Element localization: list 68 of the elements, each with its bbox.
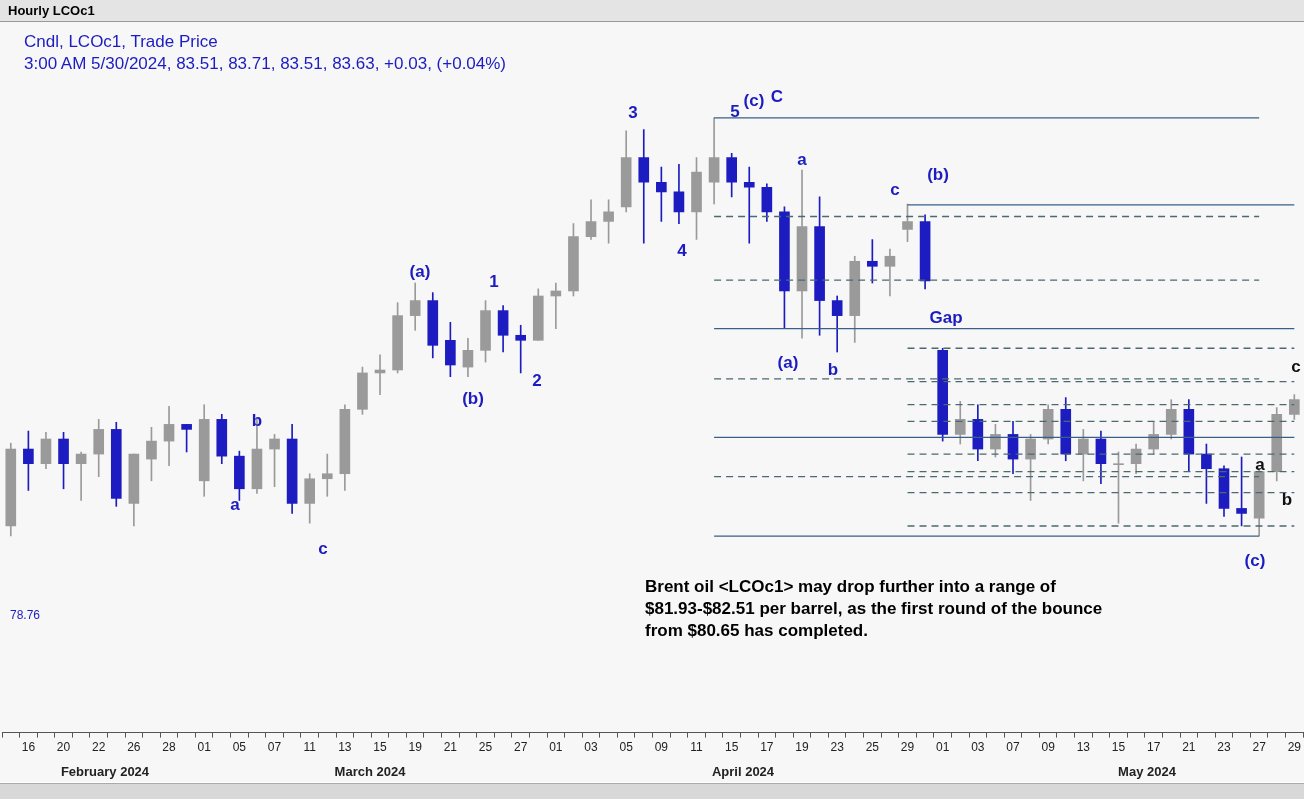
annotation: (b) xyxy=(927,165,949,185)
chart-title: Hourly LCOc1 xyxy=(0,0,1304,22)
annotation: b xyxy=(251,411,263,431)
annotation: a xyxy=(1255,455,1265,475)
annotation: a xyxy=(230,495,240,515)
x-tick-label: 03 xyxy=(971,740,985,755)
x-tick-label: 29 xyxy=(1287,740,1302,755)
x-tick-label: 15 xyxy=(373,740,388,755)
annotation: a xyxy=(797,150,807,170)
x-tick-label: 21 xyxy=(443,740,458,755)
x-tick-label: 09 xyxy=(654,740,669,755)
annotation: 4 xyxy=(677,241,687,261)
x-tick-label: 13 xyxy=(1076,740,1091,755)
annotation: (b) xyxy=(462,389,484,409)
x-tick-label: 13 xyxy=(338,740,352,755)
annotation: Gap xyxy=(929,308,963,328)
text: April 2024 xyxy=(711,763,775,779)
text: c xyxy=(318,539,328,559)
text: May 2024 xyxy=(1118,763,1176,779)
x-tick-label: 23 xyxy=(830,740,845,755)
x-tick-label: 26 xyxy=(127,740,141,755)
x-tick-label: 15 xyxy=(1111,740,1126,755)
x-tick-label: 20 xyxy=(56,740,71,755)
annotation: c xyxy=(890,180,900,200)
x-tick-label: 01 xyxy=(935,740,950,755)
text: March 2024 xyxy=(334,763,406,779)
x-tick-label: 15 xyxy=(725,740,739,755)
x-tick-label: 21 xyxy=(1182,740,1196,755)
text: (c) xyxy=(743,91,765,111)
x-tick-label: 23 xyxy=(1217,740,1231,755)
x-tick-label: 11 xyxy=(690,740,704,755)
annotation: c xyxy=(1291,357,1301,377)
x-tick-label: 29 xyxy=(900,740,915,755)
annotation: 1 xyxy=(489,272,499,292)
x-tick-label: 27 xyxy=(514,740,528,755)
x-tick-label: 17 xyxy=(760,740,774,755)
x-tick-label: 17 xyxy=(1146,740,1161,755)
x-tick-label: 16 xyxy=(21,740,36,755)
text: 78.76 xyxy=(10,608,41,622)
annotation: 5 xyxy=(730,102,740,122)
x-tick-label: 01 xyxy=(197,740,212,755)
text: February 2024 xyxy=(60,763,150,779)
annotation: 3 xyxy=(628,103,638,123)
x-tick-label: 03 xyxy=(584,740,599,755)
x-tick-label: 25 xyxy=(478,740,493,755)
x-tick-label: 28 xyxy=(162,740,177,755)
annotation: (a) xyxy=(777,353,799,373)
x-tick-label: 19 xyxy=(795,740,810,755)
x-tick-label: 05 xyxy=(232,740,247,755)
x-tick-label: 19 xyxy=(408,740,423,755)
text: 3:00 AM 5/30/2024, 83.51, 83.71, 83.51, 83.63, +0.03, (+0.04%) xyxy=(24,54,507,74)
x-tick-label: 11 xyxy=(303,740,317,755)
x-tick-label: 01 xyxy=(549,740,563,755)
chart-subtitle: Cndl, LCOc1, Trade Price xyxy=(24,32,218,52)
x-tick-label: 07 xyxy=(1006,740,1020,755)
x-tick-label: 09 xyxy=(1041,740,1056,755)
annotation: b xyxy=(827,360,839,380)
x-tick-label: 25 xyxy=(865,740,880,755)
annotation: (a) xyxy=(409,262,431,282)
text: Brent oil <LCOc1> may drop further into a range of $81.93-$82.51 per barrel, as the first round of the bounce from $80.65 has completed. xyxy=(645,576,1104,642)
x-tick-label: 27 xyxy=(1252,740,1267,755)
x-tick-label: 22 xyxy=(92,740,106,755)
x-tick-label: 05 xyxy=(619,740,634,755)
text: C xyxy=(770,87,784,107)
text: (c) xyxy=(1244,551,1266,571)
annotation: b xyxy=(1281,490,1293,510)
x-tick-label: 07 xyxy=(267,740,282,755)
annotation: 2 xyxy=(532,371,542,391)
